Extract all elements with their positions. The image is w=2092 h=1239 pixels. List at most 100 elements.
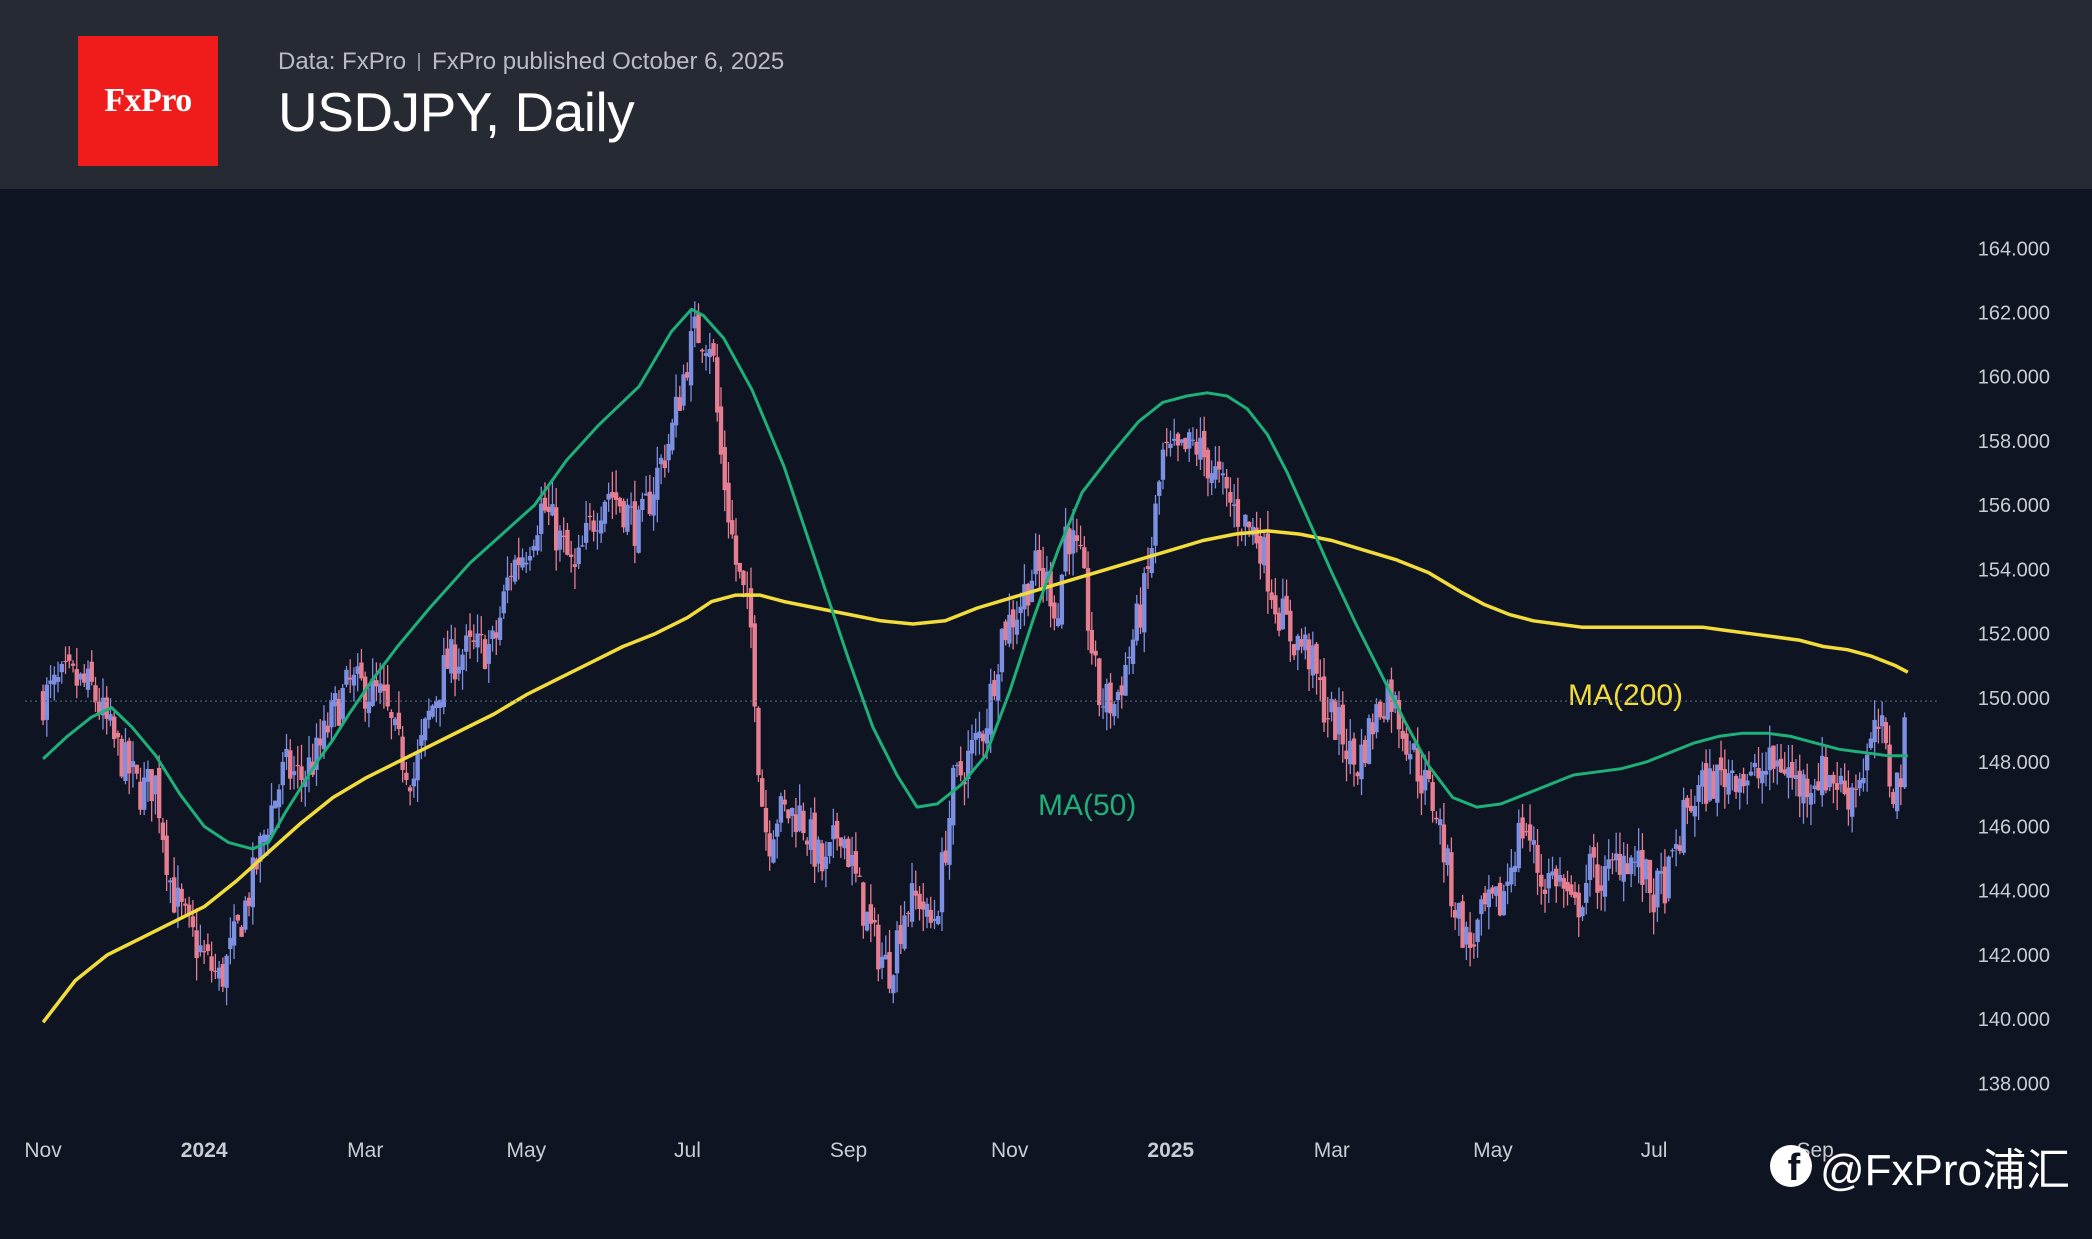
candle-body (1838, 775, 1844, 785)
candle-body (1325, 718, 1330, 720)
candle-body (864, 911, 870, 931)
candle-body (1703, 763, 1709, 804)
candle-body (849, 854, 855, 867)
candle-body (557, 530, 563, 550)
candle-body (561, 535, 566, 538)
candle-body (1898, 778, 1904, 788)
candle-body (670, 422, 675, 451)
candle-body (1812, 785, 1817, 790)
candle-body (1164, 441, 1169, 444)
candle-body (40, 691, 46, 721)
candle-body (1449, 852, 1454, 907)
candle-body (374, 680, 379, 687)
candle-body (535, 535, 540, 551)
candle-body (1666, 856, 1671, 899)
candle-body (280, 761, 285, 786)
candle-body (97, 701, 102, 715)
candle-body (1797, 770, 1802, 797)
candle-body (1778, 758, 1784, 773)
candle-body (1284, 595, 1289, 615)
candle-body (1213, 466, 1218, 480)
candle-body (1381, 716, 1387, 719)
candle-body (1767, 747, 1772, 771)
candle-body (1175, 433, 1181, 446)
candle-body (834, 820, 840, 839)
candle-body (441, 655, 447, 708)
candle-body (1321, 676, 1327, 723)
candle-body (568, 554, 574, 557)
candle-body (868, 904, 874, 924)
candle-body (1546, 873, 1551, 889)
candle-body (913, 890, 918, 896)
candle-body (1052, 602, 1057, 619)
candle-body (1730, 770, 1735, 774)
candle-body (621, 500, 626, 528)
candle-body (1610, 859, 1615, 861)
watermark-text: @FxPro浦汇 (1820, 1146, 2071, 1195)
candle-body (273, 800, 278, 809)
candle-body (520, 557, 525, 568)
watermark: f @FxPro浦汇 (1770, 1136, 2070, 1196)
candle-body (1142, 573, 1147, 633)
candle-body (1441, 824, 1447, 863)
x-tick-label: May (1473, 1139, 1513, 1162)
candle-body (1846, 787, 1851, 810)
candle-body (977, 731, 982, 739)
candle-body (1591, 847, 1596, 858)
candle-body (1572, 891, 1578, 898)
candle-body (1621, 855, 1626, 882)
candle-body (156, 767, 162, 819)
candle-body (1355, 772, 1360, 777)
candle-body (1501, 891, 1507, 916)
candle-body (198, 945, 203, 953)
y-tick-label: 146.000 (1978, 816, 2050, 838)
candle-body (467, 630, 473, 637)
candle-body (415, 753, 420, 781)
candle-body (700, 349, 705, 352)
candle-body (1037, 550, 1042, 571)
candle-body (846, 838, 851, 868)
candle-body (1655, 870, 1660, 908)
logo-text: FxPro (104, 82, 192, 119)
candle-body (999, 628, 1005, 673)
y-tick-label: 144.000 (1978, 881, 2050, 903)
candle-body (55, 677, 61, 682)
candle-body (1456, 902, 1462, 919)
candle-body (1303, 634, 1308, 651)
candle-body (1363, 740, 1368, 764)
candle-body (321, 720, 327, 750)
candle-body (1471, 944, 1477, 947)
candle-body (591, 520, 596, 532)
chart-meta: Data: FxPro FxPro published October 6, 2… (278, 48, 784, 76)
candle-body (434, 700, 439, 709)
candle-body (1044, 571, 1050, 582)
candle-body (576, 547, 581, 565)
x-tick-label: 2025 (1147, 1139, 1194, 1162)
candle-body (1063, 526, 1068, 572)
candle-body (1336, 707, 1342, 735)
y-tick-label: 152.000 (1978, 624, 2050, 646)
candle-body (186, 904, 192, 914)
candle-body (168, 880, 173, 883)
candle-body (1864, 754, 1870, 771)
candle-body (333, 693, 338, 707)
candle-body (688, 331, 694, 386)
candle-body (1580, 907, 1585, 917)
candle-body (1692, 806, 1698, 817)
candle-body (1452, 910, 1458, 918)
candle-body (512, 559, 518, 582)
candle-body (1003, 621, 1008, 641)
candle-body (1643, 859, 1649, 880)
x-tick-label: May (507, 1139, 547, 1162)
candle-body (1258, 535, 1263, 564)
candle-body (1014, 619, 1020, 635)
candle-body (460, 654, 465, 670)
candle-body (1741, 773, 1746, 787)
candle-body (509, 575, 514, 578)
candle-body (1565, 881, 1570, 892)
candle-body (1733, 775, 1739, 792)
candle-body (1831, 774, 1836, 784)
candle-body (947, 817, 952, 865)
candle-body (1479, 899, 1484, 915)
candle-body (610, 491, 615, 498)
